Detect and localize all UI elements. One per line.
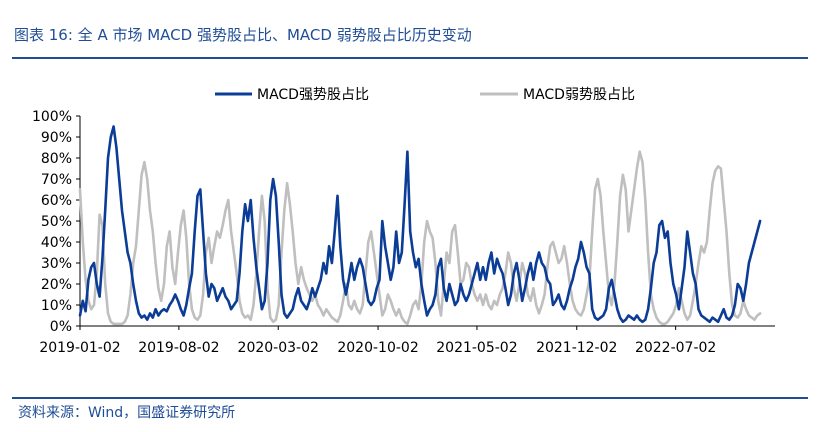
x-tick-label: 2020-10-02 [337,340,418,356]
x-tick-label: 2019-01-02 [39,340,120,356]
x-tick-label: 2021-12-02 [536,340,617,356]
source-divider [12,397,808,399]
chart-series [78,125,762,326]
y-tick-label: 10% [41,298,72,314]
y-tick-label: 20% [41,277,72,293]
y-tick-label: 0% [50,319,72,335]
x-tick-label: 2022-07-02 [635,340,716,356]
x-tick-label: 2021-05-02 [436,340,517,356]
chart-axes: 0% 10% 20% 30% 40% 50% 60% 70% 80% 90% 100% 2019-01… [32,109,775,356]
y-tick-label: 100% [32,109,72,125]
source-note: 资料来源：Wind，国盛证券研究所 [18,405,236,421]
series-line-weak [78,150,762,326]
y-tick-label: 30% [41,256,72,272]
x-tick-label: 2020-03-02 [238,340,319,356]
page-title: 图表 16: 全 A 市场 MACD 强势股占比、MACD 弱势股占比历史变动 [14,26,472,44]
y-tick-label: 90% [41,130,72,146]
series-line-strong [78,125,762,324]
y-tick-label: 40% [41,235,72,251]
y-tick-label: 80% [41,151,72,167]
y-tick-label: 50% [41,214,72,230]
legend-label: MACD强势股占比 [257,87,369,103]
x-tick-label: 2019-08-02 [138,340,219,356]
chart-legend: MACD强势股占比 MACD弱势股占比 [215,87,635,103]
y-tick-label: 70% [41,172,72,188]
y-tick-label: 60% [41,193,72,209]
title-divider [12,57,808,59]
legend-label: MACD弱势股占比 [523,87,635,103]
